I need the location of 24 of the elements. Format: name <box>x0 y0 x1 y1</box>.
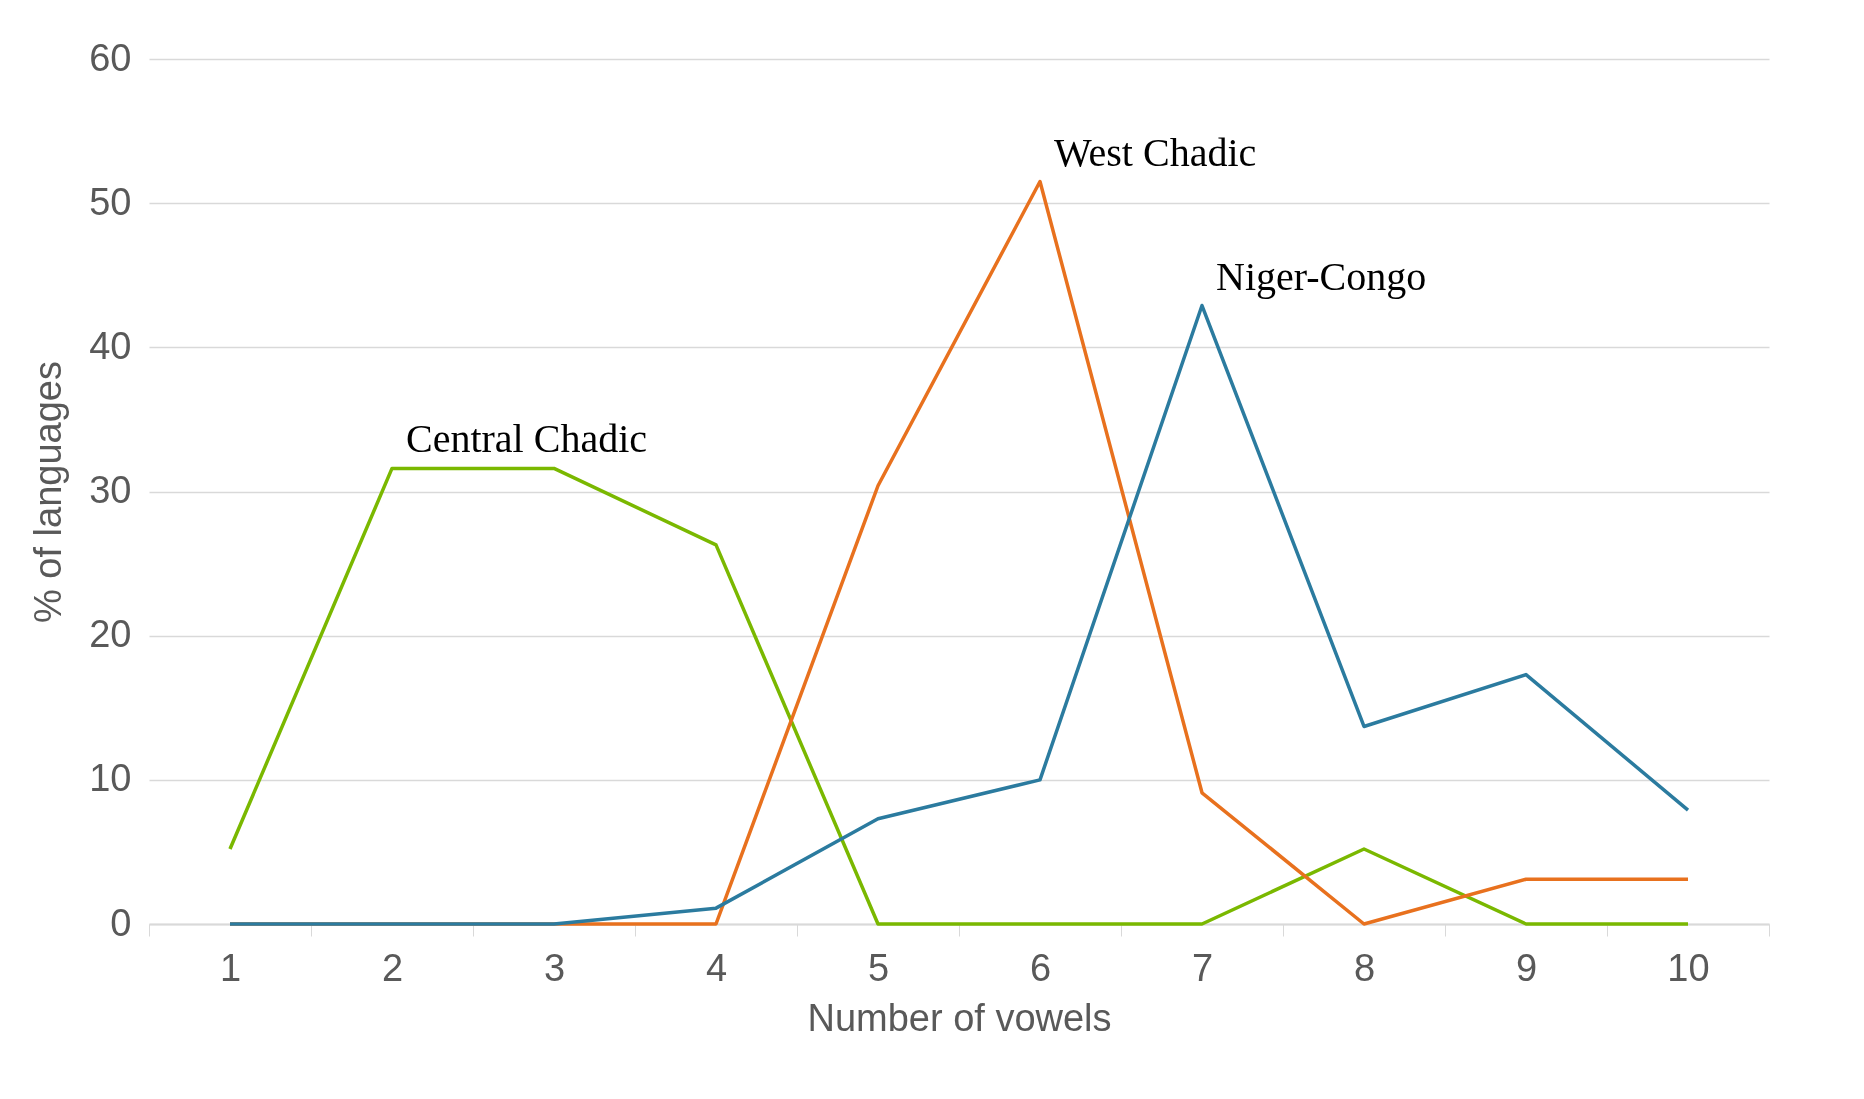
x-tick-label: 7 <box>1191 946 1214 989</box>
line-series <box>228 303 1690 926</box>
x-tick-label: 3 <box>543 946 566 989</box>
x-tick-label: 2 <box>381 946 404 989</box>
y-tick-label: 40 <box>89 324 132 367</box>
x-tick-label: 4 <box>705 946 728 989</box>
y-tick-label: 50 <box>89 180 132 223</box>
x-axis-title: Number of vowels <box>807 996 1112 1039</box>
y-tick-label: 10 <box>89 757 132 800</box>
y-tick-label: 0 <box>110 901 132 944</box>
x-tick-label: 5 <box>867 946 890 989</box>
line-series <box>228 466 1690 926</box>
y-tick-label: 20 <box>89 613 132 656</box>
x-tick-label: 9 <box>1515 946 1538 989</box>
series-label: West Chadic <box>1054 129 1257 175</box>
y-axis-title: % of languages <box>27 361 70 623</box>
x-tick-label: 6 <box>1029 946 1052 989</box>
series-label: Niger-Congo <box>1216 253 1427 299</box>
y-tick-label: 30 <box>89 469 132 511</box>
x-tick-label: 8 <box>1353 946 1376 989</box>
x-tick-label: 10 <box>1667 946 1710 989</box>
x-tick-label: 1 <box>219 946 242 989</box>
series-label: Central Chadic <box>406 416 648 462</box>
y-tick-label: 60 <box>89 36 132 79</box>
